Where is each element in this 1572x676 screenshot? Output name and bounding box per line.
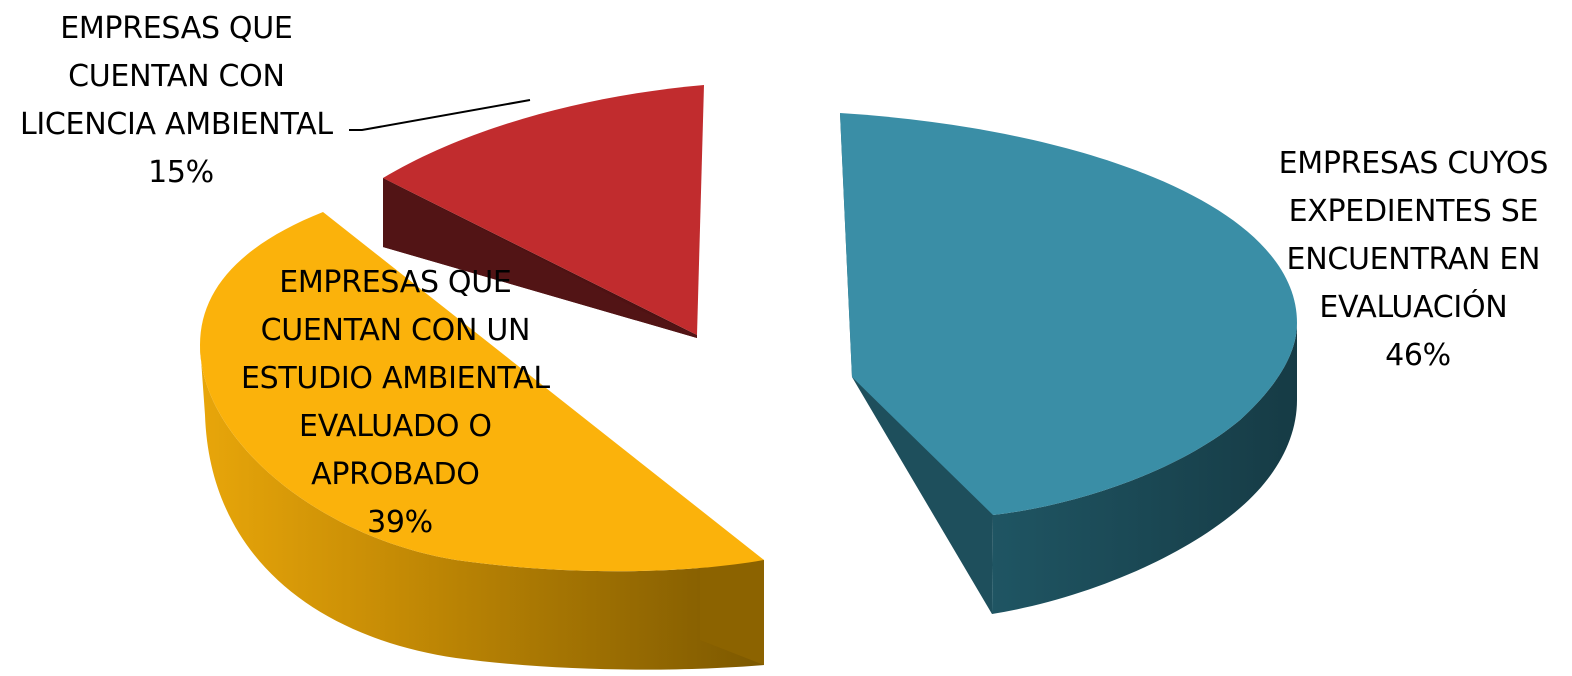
- slice-label-estudio-line-5: APROBADO: [311, 457, 480, 492]
- pie-slice-licencia-top: [383, 85, 704, 335]
- slice-label-evaluacion-line-4: EVALUACIÓN: [1319, 288, 1507, 325]
- slice-label-estudio-line-3: ESTUDIO AMBIENTAL: [241, 361, 550, 396]
- pie-slice-licencia: [383, 85, 704, 338]
- slice-label-estudio-line-1: EMPRESAS QUE: [279, 265, 511, 300]
- slice-label-estudio-line-4: EVALUADO O: [299, 409, 492, 444]
- leader-line-licencia: [349, 99, 531, 131]
- slice-label-evaluacion-line-2: EXPEDIENTES SE: [1289, 194, 1539, 229]
- pie-slice-estudio: [200, 212, 764, 670]
- slice-label-evaluacion: EMPRESAS CUYOS EXPEDIENTES SE ENCUENTRAN…: [1279, 146, 1558, 373]
- slice-label-licencia-line-3: LICENCIA AMBIENTAL: [20, 107, 333, 142]
- slice-label-estudio-line-2: CUENTAN CON UN: [261, 313, 531, 348]
- slice-label-licencia-line-2: CUENTAN CON: [68, 59, 285, 94]
- slice-label-evaluacion-percent: 46%: [1385, 338, 1451, 373]
- slice-label-licencia-line-1: EMPRESAS QUE: [60, 11, 292, 46]
- pie-slice-evaluacion-side-outer: [992, 323, 1297, 614]
- pie-slice-licencia-side: [383, 178, 697, 338]
- pie-slice-estudio-side-outer: [200, 345, 764, 670]
- pie-slice-estudio-top: [200, 212, 764, 572]
- pie-slice-evaluacion: [840, 113, 1297, 614]
- slice-label-evaluacion-line-1: EMPRESAS CUYOS: [1279, 146, 1548, 181]
- slice-label-evaluacion-line-3: ENCUENTRAN EN: [1287, 242, 1541, 277]
- pie-slice-licencia-side-face: [383, 178, 697, 338]
- slice-label-estudio: EMPRESAS QUE CUENTAN CON UN ESTUDIO AMBI…: [241, 265, 559, 540]
- slice-label-licencia: EMPRESAS QUE CUENTAN CON LICENCIA AMBIEN…: [20, 11, 342, 190]
- slice-label-estudio-percent: 39%: [367, 505, 433, 540]
- pie-slice-evaluacion-top: [840, 113, 1297, 515]
- slice-label-licencia-percent: 15%: [148, 155, 214, 190]
